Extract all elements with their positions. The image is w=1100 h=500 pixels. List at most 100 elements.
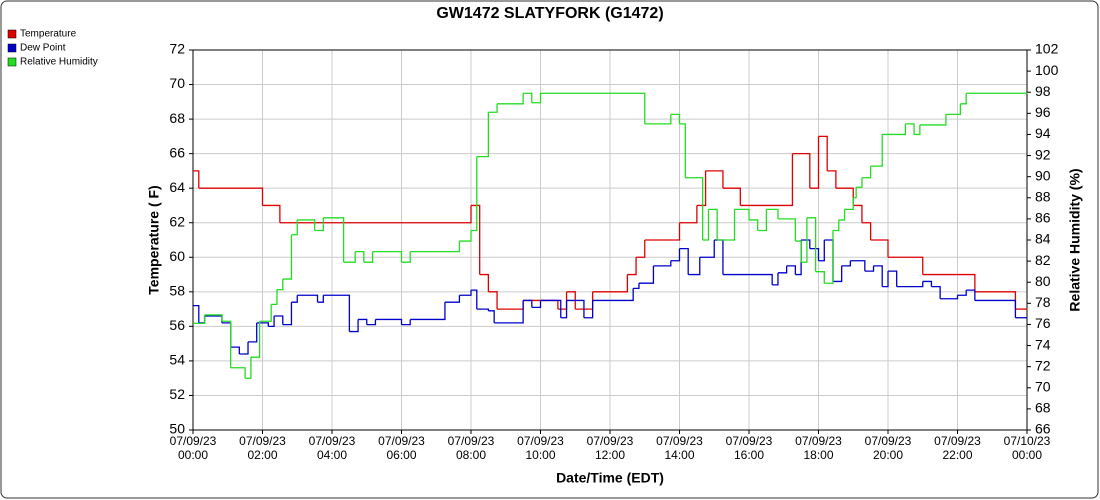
line-step [838, 209, 846, 221]
line-step [722, 187, 741, 206]
line-step [861, 222, 872, 240]
line-step [841, 260, 852, 267]
line-step [488, 310, 495, 323]
line-step [471, 204, 481, 275]
line-step [410, 302, 446, 321]
line-step [945, 103, 962, 116]
line-step [696, 170, 707, 207]
legend-label: Temperature [20, 29, 77, 40]
x-axis-label: Date/Time (EDT) [556, 470, 664, 486]
line-step [705, 170, 724, 189]
legend-swatch [7, 29, 17, 39]
y-tick-label: 70 [169, 75, 185, 91]
line-step [494, 300, 524, 324]
line-step [806, 217, 817, 272]
line-step [679, 205, 698, 224]
line-step [734, 208, 750, 220]
y-tick-label: 58 [169, 283, 185, 299]
line-step [540, 299, 562, 318]
line-step [870, 134, 883, 167]
line-step [685, 177, 704, 240]
line-step [488, 291, 498, 310]
line-step [314, 217, 324, 232]
line-step [644, 222, 681, 241]
line-step [896, 281, 924, 288]
line-step [627, 257, 637, 276]
line-step [636, 240, 646, 258]
line-step [193, 314, 206, 325]
y2-tick-label: 78 [1035, 294, 1051, 310]
line-step [401, 251, 411, 263]
y-tick-label: 50 [169, 421, 185, 437]
line-step [523, 299, 533, 308]
y2-tick-label: 94 [1035, 125, 1051, 141]
line-step [922, 280, 933, 287]
line-step [358, 318, 368, 325]
line-step [259, 304, 272, 322]
line-step [444, 295, 461, 303]
x-tick-label: 07/10/23 00:00 [1003, 434, 1051, 462]
line-step [815, 271, 825, 284]
line-step [230, 346, 240, 354]
line-step [560, 300, 568, 319]
line-step [471, 156, 478, 232]
line-step [882, 271, 889, 288]
y2-tick-label: 98 [1035, 83, 1051, 99]
line-step [905, 123, 915, 135]
line-step [757, 209, 768, 232]
line-step [922, 273, 976, 292]
y2-tick-label: 82 [1035, 252, 1051, 268]
line-step [366, 319, 377, 326]
y2-tick-label: 92 [1035, 146, 1051, 162]
line-step [459, 290, 472, 296]
line-step [193, 170, 200, 189]
line-step [777, 265, 788, 274]
y2-tick-label: 84 [1035, 231, 1051, 247]
x-tick-label: 07/09/23 16:00 [725, 434, 773, 462]
line-step [479, 273, 490, 292]
y2-tick-label: 68 [1035, 400, 1051, 416]
line-step [633, 283, 640, 290]
line-step [786, 265, 796, 275]
line-step [931, 285, 941, 299]
line-step [861, 166, 872, 179]
y-tick-label: 64 [169, 179, 185, 195]
line-step [193, 304, 200, 323]
line-step [583, 300, 594, 319]
x-tick-label: 07/09/23 08:00 [447, 434, 495, 462]
line-step [809, 247, 820, 261]
line-step [708, 208, 718, 240]
y2-tick-label: 76 [1035, 315, 1051, 331]
line-step [531, 93, 542, 104]
line-step [957, 290, 967, 296]
line-step [239, 341, 249, 355]
line-step [749, 219, 759, 231]
line-step [966, 289, 976, 301]
line-step [644, 114, 672, 125]
line-step [740, 153, 794, 207]
line-step [488, 103, 498, 113]
y2-tick-label: 70 [1035, 378, 1051, 394]
y2-tick-label: 96 [1035, 104, 1051, 120]
line-step [497, 93, 524, 105]
line-step [363, 251, 374, 263]
line-step [540, 92, 646, 124]
line-step [245, 357, 252, 379]
line-step [850, 260, 866, 272]
line-step [592, 274, 629, 293]
y2-tick-label: 72 [1035, 357, 1051, 373]
line-step [355, 250, 365, 263]
line-step [282, 234, 293, 280]
line-step [653, 260, 672, 267]
line-step [873, 265, 883, 287]
line-step [323, 217, 345, 263]
line-step [914, 124, 921, 136]
line-step [864, 265, 875, 272]
y2-tick-label: 100 [1035, 62, 1059, 78]
line-step [410, 241, 461, 253]
line-step [679, 123, 686, 178]
line-step [870, 239, 889, 258]
x-tick-label: 07/09/23 06:00 [378, 434, 425, 462]
y-tick-label: 68 [169, 110, 185, 126]
